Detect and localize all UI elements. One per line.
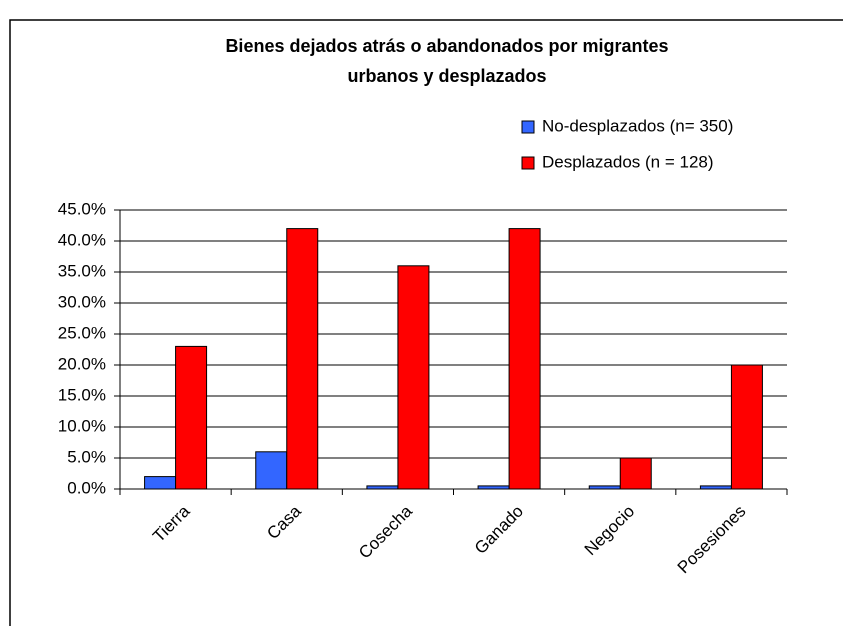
y-tick-label: 15.0% bbox=[58, 385, 106, 404]
legend-swatch bbox=[521, 120, 535, 134]
y-tick-label: 5.0% bbox=[67, 447, 106, 466]
legend-label: No-desplazados (n= 350) bbox=[542, 116, 733, 135]
bar bbox=[175, 345, 208, 490]
y-tick-label: 25.0% bbox=[58, 323, 106, 342]
y-tick-label: 20.0% bbox=[58, 354, 106, 373]
bar bbox=[730, 364, 763, 490]
y-tick-label: 45.0% bbox=[58, 199, 106, 218]
bar bbox=[255, 451, 288, 490]
y-tick-label: 10.0% bbox=[58, 416, 106, 435]
chart-title: urbanos y desplazados bbox=[347, 66, 546, 86]
chart-title: Bienes dejados atrás o abandonados por m… bbox=[225, 36, 668, 56]
bar bbox=[508, 228, 541, 490]
legend-label: Desplazados (n = 128) bbox=[542, 152, 714, 171]
y-tick-label: 40.0% bbox=[58, 230, 106, 249]
bar bbox=[619, 457, 652, 490]
bar bbox=[397, 265, 430, 490]
bar bbox=[144, 476, 177, 490]
y-tick-label: 30.0% bbox=[58, 292, 106, 311]
legend-swatch bbox=[521, 156, 535, 170]
bar bbox=[286, 228, 319, 490]
y-tick-label: 0.0% bbox=[67, 478, 106, 497]
y-tick-label: 35.0% bbox=[58, 261, 106, 280]
